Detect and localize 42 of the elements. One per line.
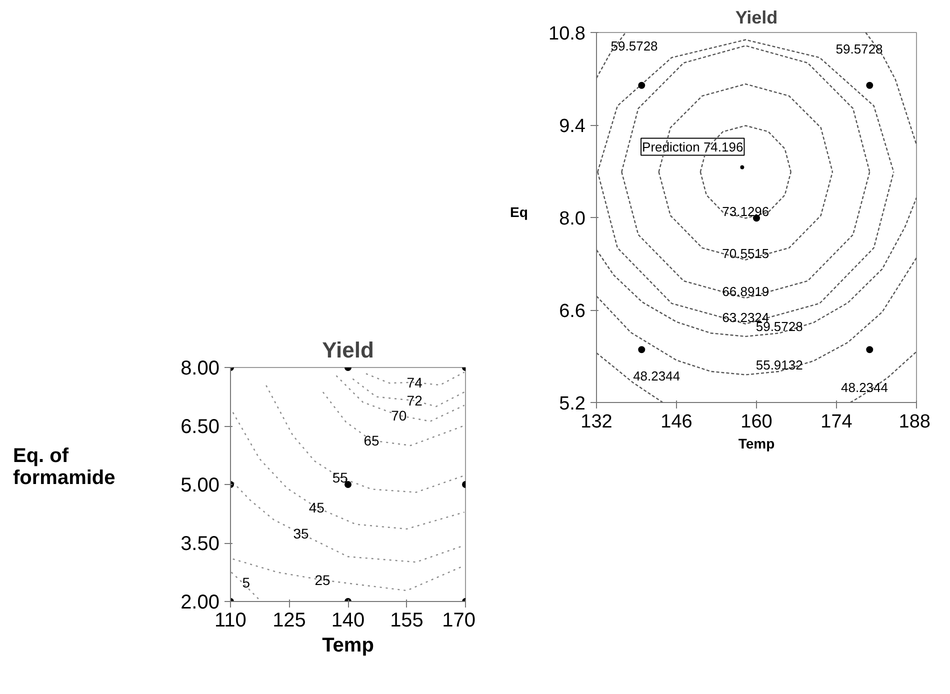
x-tick-label: 155 bbox=[390, 610, 424, 632]
y-tick-label: 10.8 bbox=[548, 24, 586, 44]
x-tick-label: 146 bbox=[660, 412, 692, 432]
series-label: 73.1296 bbox=[722, 204, 770, 220]
series-label: 72 bbox=[406, 392, 423, 409]
y-tick-label: 8.0 bbox=[559, 208, 586, 230]
series-label: 5 bbox=[242, 574, 250, 590]
x-axis-title: Temp bbox=[322, 634, 374, 656]
series-label: 25 bbox=[314, 572, 331, 588]
y-tick-label: 6.6 bbox=[559, 301, 586, 322]
series-label: 70 bbox=[391, 407, 407, 424]
series-label: 55.9132 bbox=[756, 357, 803, 372]
series-label: 66.8919 bbox=[722, 284, 770, 300]
y-axis-title: Eq bbox=[510, 204, 528, 220]
series-label: 70.5515 bbox=[722, 246, 770, 261]
chart-title: Yield bbox=[322, 338, 374, 362]
series-label: 45 bbox=[308, 500, 325, 516]
x-tick-label: 132 bbox=[580, 412, 612, 432]
series-label: 59.5728 bbox=[836, 42, 883, 57]
series-label: Prediction 74.196 bbox=[642, 139, 744, 154]
y-tick-label: 3.50 bbox=[180, 533, 220, 555]
chart-title: Yield bbox=[735, 8, 778, 28]
x-tick-label: 125 bbox=[272, 610, 306, 632]
series-label: 48.2344 bbox=[633, 368, 680, 384]
x-axis-title: Temp bbox=[738, 436, 775, 452]
series-label: 74 bbox=[406, 374, 423, 390]
y-tick-label: 5.2 bbox=[559, 394, 586, 414]
series-label: 48.2344 bbox=[841, 380, 888, 395]
x-tick-label: 140 bbox=[331, 610, 365, 632]
x-tick-label: 160 bbox=[740, 412, 772, 432]
series-label: 59.5728 bbox=[610, 38, 658, 54]
x-tick-label: 188 bbox=[898, 412, 930, 432]
x-tick-label: 170 bbox=[442, 610, 476, 632]
series-label: 35 bbox=[293, 526, 309, 542]
y-tick-label: 9.4 bbox=[559, 116, 586, 137]
series-label: 55 bbox=[332, 469, 348, 486]
y-tick-label: 5.00 bbox=[180, 474, 220, 496]
y-axis-title: Eq. of formamide bbox=[13, 445, 116, 489]
series-label: 65 bbox=[364, 432, 380, 448]
y-tick-label: 6.50 bbox=[180, 416, 220, 438]
y-tick-label: 8.00 bbox=[180, 358, 220, 380]
x-tick-label: 174 bbox=[820, 412, 853, 432]
